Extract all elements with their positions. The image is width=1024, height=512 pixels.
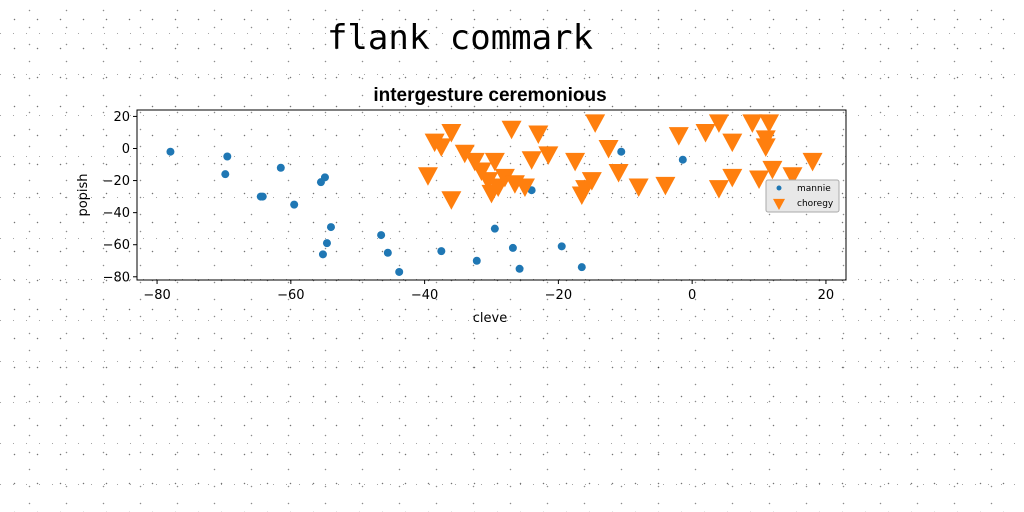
y-tick-label: −80	[103, 270, 130, 285]
mannie-point	[383, 248, 392, 257]
choregy-point	[581, 172, 602, 191]
legend-label-mannie: mannie	[797, 184, 831, 194]
y-tick-label: 20	[113, 110, 130, 125]
x-tick-label: 20	[818, 288, 835, 303]
plot-area	[136, 109, 847, 281]
choregy-point	[538, 146, 559, 165]
mannie-point	[490, 224, 499, 233]
x-axis-label: cleve	[473, 311, 507, 326]
mannie-point	[395, 267, 404, 276]
mannie-point	[318, 250, 327, 259]
choregy-point	[521, 151, 542, 170]
choregy-point	[441, 123, 462, 143]
choregy-point	[454, 144, 475, 164]
choregy-point	[471, 162, 492, 181]
choregy-point	[762, 160, 783, 180]
choregy-point	[494, 168, 515, 188]
choregy-point	[608, 164, 629, 183]
data-points	[166, 114, 823, 276]
choregy-point	[749, 170, 770, 189]
choregy-point	[722, 168, 743, 188]
y-tick-label: −20	[103, 174, 130, 189]
mannie-point	[223, 152, 232, 161]
y-axis: 20 0 −20 −40 −60 −80	[103, 110, 137, 285]
mannie-point	[290, 200, 299, 209]
choregy-point	[441, 191, 462, 210]
choregy-point	[668, 127, 689, 146]
mannie-point	[437, 247, 446, 256]
mannie-point	[221, 170, 230, 179]
choregy-point	[628, 178, 649, 197]
x-axis: −80 −60 −40 −20 0 20	[143, 280, 834, 303]
choregy-point	[478, 172, 499, 191]
y-tick-label: 0	[122, 142, 130, 157]
choregy-point	[708, 114, 729, 133]
choregy-point	[501, 120, 522, 140]
mannie-point	[166, 147, 175, 156]
mannie-point	[577, 263, 586, 272]
mannie-point	[678, 155, 687, 164]
legend-label-choregy: choregy	[797, 199, 834, 209]
x-tick-label: −20	[545, 288, 572, 303]
choregy-point	[782, 167, 803, 186]
choregy-point	[722, 133, 743, 153]
choregy-point	[484, 152, 505, 172]
choregy-point	[431, 138, 452, 157]
mannie-point	[258, 192, 267, 201]
mannie-point	[326, 223, 335, 232]
mannie-point	[617, 147, 626, 156]
choregy-point	[598, 139, 619, 159]
choregy-point	[514, 178, 535, 197]
mannie-point	[322, 239, 331, 248]
choregy-point	[417, 167, 438, 186]
mannie-point	[508, 243, 517, 252]
x-tick-label: 0	[688, 288, 696, 303]
mannie-point	[472, 256, 481, 265]
choregy-point	[742, 114, 763, 133]
mannie-point	[377, 231, 386, 240]
figure-title: flank commark	[326, 18, 594, 58]
plot-title: intergesture ceremonious	[373, 85, 606, 106]
mannie-point	[515, 264, 524, 273]
choregy-point	[464, 152, 485, 172]
x-tick-label: −40	[411, 288, 438, 303]
x-tick-label: −60	[277, 288, 304, 303]
mannie-point	[276, 163, 285, 172]
legend-marker-mannie	[776, 185, 782, 191]
choregy-point	[528, 125, 549, 145]
mannie-point	[320, 173, 329, 182]
choregy-point	[565, 152, 586, 172]
legend-box	[765, 179, 840, 213]
choregy-point	[802, 152, 823, 172]
choregy-point	[585, 114, 606, 133]
legend: mannie choregy	[765, 179, 840, 213]
y-axis-label: popish	[76, 173, 91, 216]
x-tick-label: −80	[143, 288, 170, 303]
y-tick-label: −40	[103, 206, 130, 221]
y-tick-label: −60	[103, 238, 130, 253]
choregy-point	[755, 138, 776, 157]
mannie-point	[557, 242, 566, 251]
choregy-point	[759, 114, 780, 133]
choregy-point	[695, 123, 716, 143]
legend-marker-choregy	[773, 198, 785, 210]
choregy-point	[708, 180, 729, 199]
choregy-point	[655, 176, 676, 196]
